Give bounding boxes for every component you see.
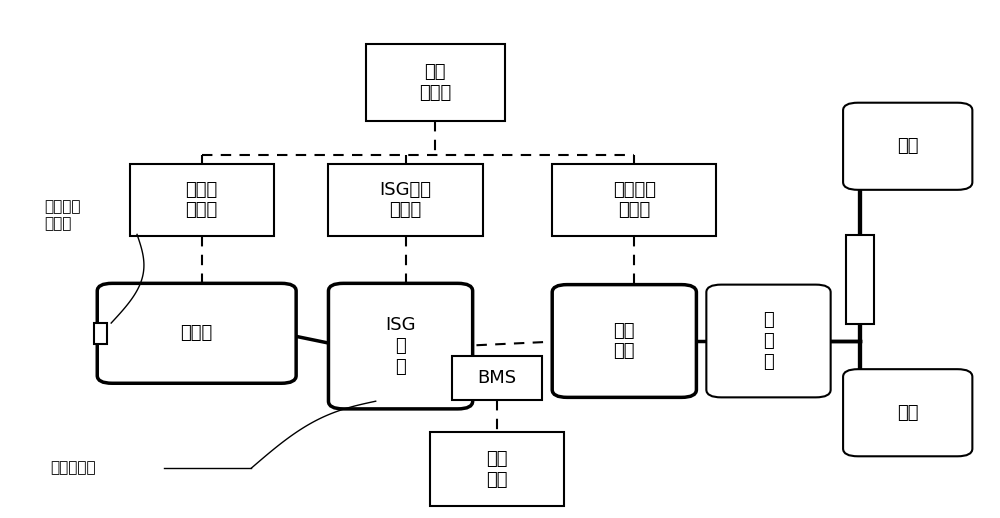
Text: ISG
电
机: ISG 电 机	[385, 316, 416, 376]
FancyBboxPatch shape	[706, 284, 831, 397]
FancyBboxPatch shape	[552, 164, 716, 236]
FancyBboxPatch shape	[430, 432, 564, 506]
FancyBboxPatch shape	[130, 164, 274, 236]
FancyBboxPatch shape	[843, 103, 972, 190]
Text: 整车
控制器: 整车 控制器	[419, 63, 451, 102]
Text: 曲轴位置
传感器: 曲轴位置 传感器	[45, 199, 81, 232]
Text: ISG电机
控制器: ISG电机 控制器	[380, 181, 432, 220]
Bar	[94, 323, 107, 343]
Text: 发动机
控制器: 发动机 控制器	[186, 181, 218, 220]
FancyBboxPatch shape	[366, 44, 505, 121]
FancyBboxPatch shape	[328, 164, 483, 236]
Text: BMS: BMS	[477, 369, 517, 387]
FancyBboxPatch shape	[843, 369, 972, 456]
Text: 车轮: 车轮	[897, 137, 918, 155]
FancyBboxPatch shape	[328, 283, 473, 409]
FancyBboxPatch shape	[97, 283, 296, 383]
Text: 驱动电机
控制器: 驱动电机 控制器	[613, 181, 656, 220]
Text: 变
速
箱: 变 速 箱	[763, 311, 774, 371]
Text: 旋转变压器: 旋转变压器	[51, 461, 96, 476]
Text: 动力
电池: 动力 电池	[486, 450, 508, 488]
FancyBboxPatch shape	[452, 356, 542, 400]
Text: 车轮: 车轮	[897, 404, 918, 422]
Text: 发动机: 发动机	[181, 324, 213, 342]
FancyBboxPatch shape	[846, 235, 874, 324]
Text: 驱动
电机: 驱动 电机	[614, 322, 635, 361]
FancyBboxPatch shape	[552, 284, 696, 397]
